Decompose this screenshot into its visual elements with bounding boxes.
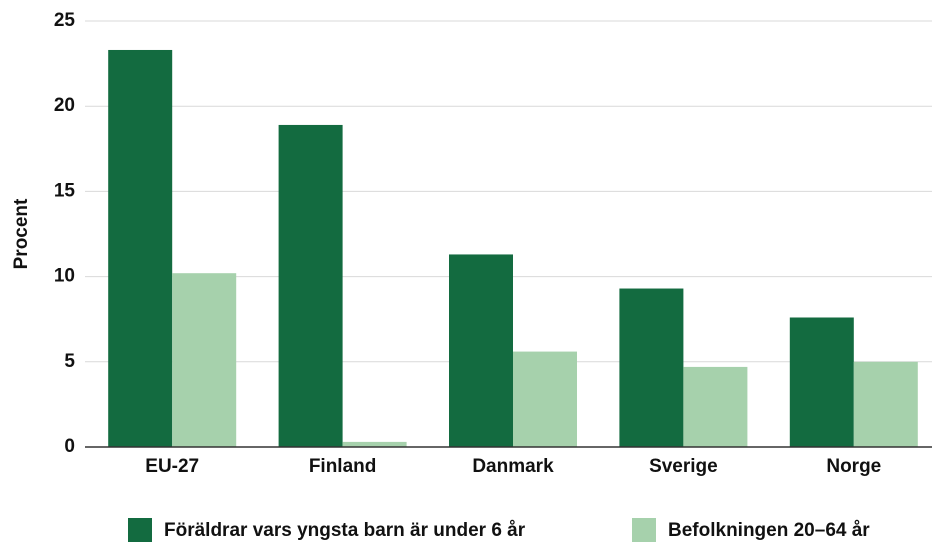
bar [172,273,237,447]
x-tick-label: Sverige [649,456,718,477]
legend-label: Befolkningen 20–64 år [668,520,870,541]
x-tick-label: Norge [826,456,881,477]
y-tick-label: 15 [54,180,76,201]
bar [853,361,918,447]
legend-swatch [632,518,656,542]
bar [108,49,173,448]
legend-label: Föräldrar vars yngsta barn är under 6 år [164,520,526,541]
y-tick-label: 20 [54,95,75,116]
y-tick-label: 10 [54,266,75,287]
y-tick-label: 0 [64,436,75,457]
bar [342,441,407,447]
bar [278,124,343,447]
y-axis-label: Procent [11,198,32,269]
x-tick-label: Finland [309,456,377,477]
y-tick-label: 5 [64,351,75,372]
bar [683,366,748,447]
bar [513,351,577,447]
x-tick-label: EU-27 [145,456,199,477]
legend-swatch [128,518,152,542]
bar [449,254,513,447]
bar [619,288,684,447]
x-tick-label: Danmark [472,456,554,477]
y-tick-label: 25 [54,10,76,31]
bar [789,317,854,447]
